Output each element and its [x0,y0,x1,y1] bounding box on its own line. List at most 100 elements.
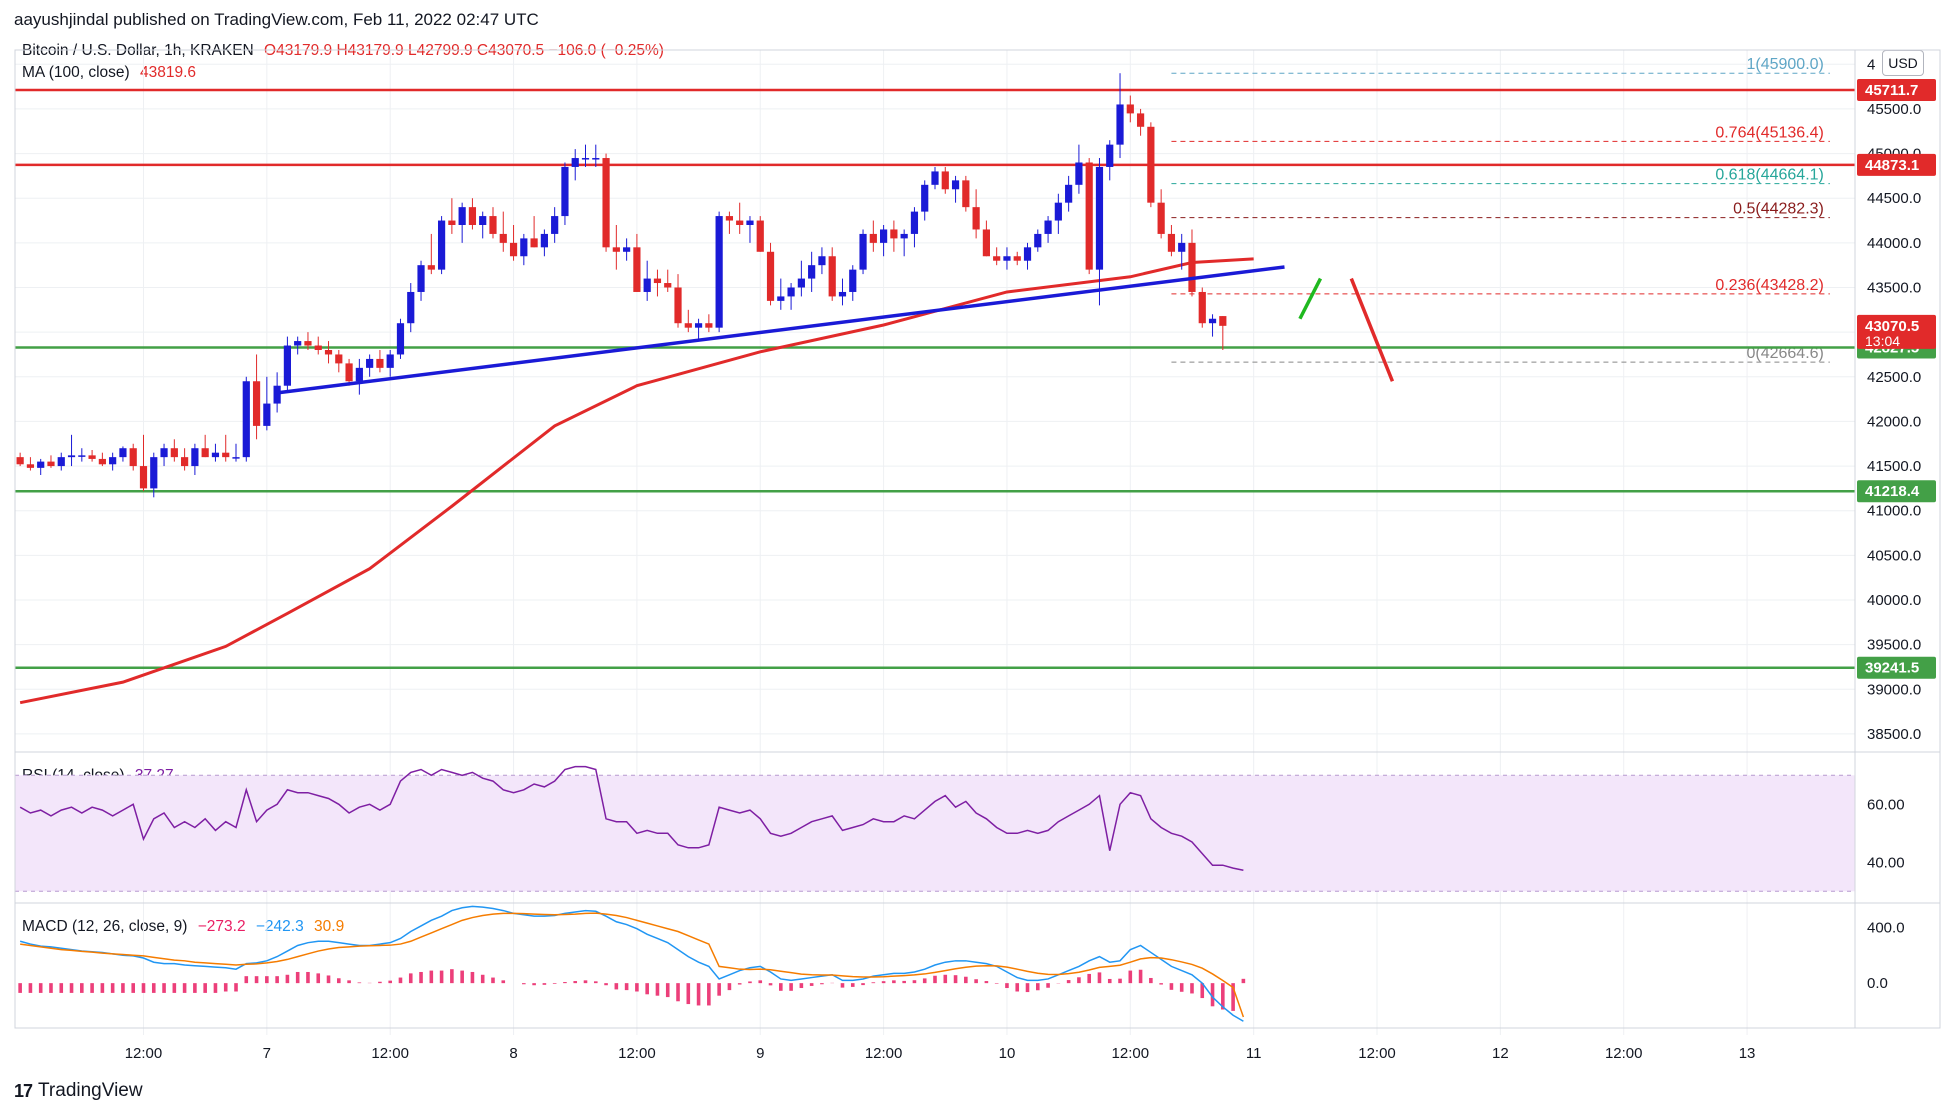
y-tick-label: 45500.0 [1867,101,1921,118]
price-tag [1857,480,1936,503]
candle-body [1044,220,1052,234]
ma-label: MA (100, close) [22,64,130,81]
candle-body [921,184,929,212]
price-tag-label: 45711.7 [1865,82,1918,99]
candle-body [1023,247,1032,261]
candle-body [1219,316,1227,326]
candle-body [571,158,579,167]
candle-body [746,220,754,225]
macd-line [20,912,1245,1018]
x-tick-label: 13 [1739,1045,1756,1062]
rsi-tick-label: 40.00 [1867,854,1905,871]
candle-body [766,251,775,301]
candle-body [664,283,672,288]
candle-body [211,452,220,458]
candle-body [67,455,76,458]
tradingview-brand: 17 TradingView [14,1080,143,1102]
candle-body [16,457,24,465]
candle-body [787,287,795,297]
x-tick-label: 7 [263,1045,271,1062]
candle-body [633,247,641,292]
candle-body [1167,233,1176,252]
candle-body [653,278,662,284]
macd-signal-value: 30.9 [314,918,345,935]
macd-legend: MACD (12, 26, close, 9) −273.2 −242.3 30… [22,918,344,936]
candle-body [931,171,939,185]
candle-body [993,256,1001,261]
x-tick-label: 12:00 [618,1045,656,1062]
candle-body [1106,144,1114,167]
macd-label: MACD (12, 26, close, 9) [22,918,188,935]
candle-body [1126,104,1134,114]
candle-body [242,381,250,458]
ma-value: 43819.6 [140,64,197,81]
candle-body [324,350,333,355]
candle-body [283,345,291,386]
x-tick-label: 12:00 [865,1045,903,1062]
candle-body [972,207,980,230]
candle-body [437,220,446,270]
macd-line-value: −242.3 [255,918,304,935]
price-chart[interactable]: 1(45900.0) 0.764(45136.4) 0.618(44664.1) 0.… [0,0,1950,1070]
y-tick-label: 41500.0 [1867,458,1921,475]
axes: 12:00 7 12:00 8 12:00 9 12:00 10 12:00 11 12:00 12 1… [14,49,1941,1062]
candle-body [900,233,908,239]
y-tick-label: 4 [1867,56,1875,73]
price-tag [1857,314,1936,349]
candle-body [407,291,415,324]
candle-body [1147,126,1155,203]
candle-body [951,180,960,190]
candle-body [674,287,682,324]
fib-level-label: 0(42664.6) [1746,345,1823,362]
x-tick-label: 12:00 [371,1045,409,1062]
candle-body [458,207,466,225]
candle-body [1157,202,1165,234]
candle-body [119,448,127,458]
y-tick-label: 39000.0 [1867,681,1921,698]
candle-body [818,256,826,266]
candle-body [109,457,117,465]
candle-body [222,452,230,458]
y-tick-label: 38500.0 [1867,726,1921,743]
candle-body [427,265,435,270]
candle-body [170,448,178,458]
candle-body [191,448,199,467]
candle-body [982,229,990,257]
candle-body [396,323,405,355]
macd-tick-label: 400.0 [1867,919,1905,936]
candle-body [561,166,569,217]
candle-body [160,448,168,458]
currency-button[interactable]: USD [1882,50,1924,76]
candle-body [838,291,847,297]
candle-body [479,216,487,225]
candle-body [797,278,805,288]
candle-body [129,448,137,467]
fib-level-label: 0.236(43428.2) [1715,277,1824,294]
candle-body [849,269,857,292]
price-tag [1857,153,1936,176]
candle-body [623,247,631,252]
candle-body [1208,318,1217,324]
axis-price-labels: 45711.744873.142827.541218.439241.543070… [1857,79,1936,679]
candle-body [1116,104,1124,145]
candle-body [1188,242,1196,292]
candle-body [808,265,816,279]
price-tag-label: 41218.4 [1865,483,1920,500]
candle-body [252,381,261,426]
x-tick-label: 12:00 [125,1045,163,1062]
y-tick-label: 44000.0 [1867,235,1921,252]
y-tick-label: 44500.0 [1867,190,1921,207]
candle-body [499,233,507,243]
price-tag-label: 44873.1 [1865,157,1919,174]
drawings [276,265,1395,395]
candle-body [355,367,363,382]
candle-body [376,358,384,368]
candle-body [417,265,425,292]
candle-body [98,458,106,465]
price-tag-label: 39241.5 [1865,660,1919,677]
moving-average [19,257,1254,705]
y-tick-label: 41000.0 [1867,503,1921,520]
macd-panel [18,905,1246,1022]
candle-body [602,158,610,248]
candle-body [880,229,888,243]
